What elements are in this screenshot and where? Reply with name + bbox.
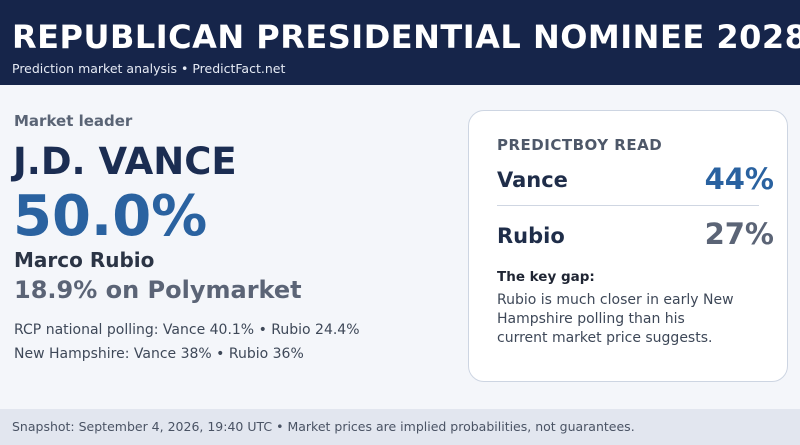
new-hampshire-polling: New Hampshire: Vance 38% • Rubio 36% — [14, 346, 304, 362]
divider — [497, 205, 759, 206]
predictboy-read-card: PREDICTBOY READ Vance 44% Rubio 27% The … — [468, 110, 788, 382]
header-banner: REPUBLICAN PRESIDENTIAL NOMINEE 2028 Pre… — [0, 0, 800, 85]
card-title: PREDICTBOY READ — [497, 136, 663, 154]
runner-up-name: Marco Rubio — [14, 248, 155, 272]
leader-label: Market leader — [14, 112, 133, 130]
leader-name: J.D. VANCE — [13, 140, 237, 183]
gap-title: The key gap: — [497, 269, 595, 285]
leader-percent: 50.0% — [13, 184, 208, 249]
gap-line: Rubio is much closer in early New — [497, 292, 734, 308]
national-polling: RCP national polling: Vance 40.1% • Rubi… — [14, 322, 360, 338]
row-name-vance: Vance — [497, 168, 568, 192]
footer-bar: Snapshot: September 4, 2026, 19:40 UTC •… — [0, 409, 800, 445]
row-value-rubio: 27% — [704, 217, 774, 251]
row-name-rubio: Rubio — [497, 224, 565, 248]
gap-line: Hampshire polling than his — [497, 311, 685, 327]
page-subtitle: Prediction market analysis • PredictFact… — [12, 61, 286, 76]
gap-line: current market price suggests. — [497, 330, 713, 346]
runner-up-percent: 18.9% on Polymarket — [14, 276, 302, 304]
row-value-vance: 44% — [704, 162, 774, 196]
footer-note: Snapshot: September 4, 2026, 19:40 UTC •… — [12, 419, 635, 434]
gap-text: Rubio is much closer in early New Hampsh… — [497, 291, 777, 348]
page-title: REPUBLICAN PRESIDENTIAL NOMINEE 2028 — [12, 18, 800, 56]
